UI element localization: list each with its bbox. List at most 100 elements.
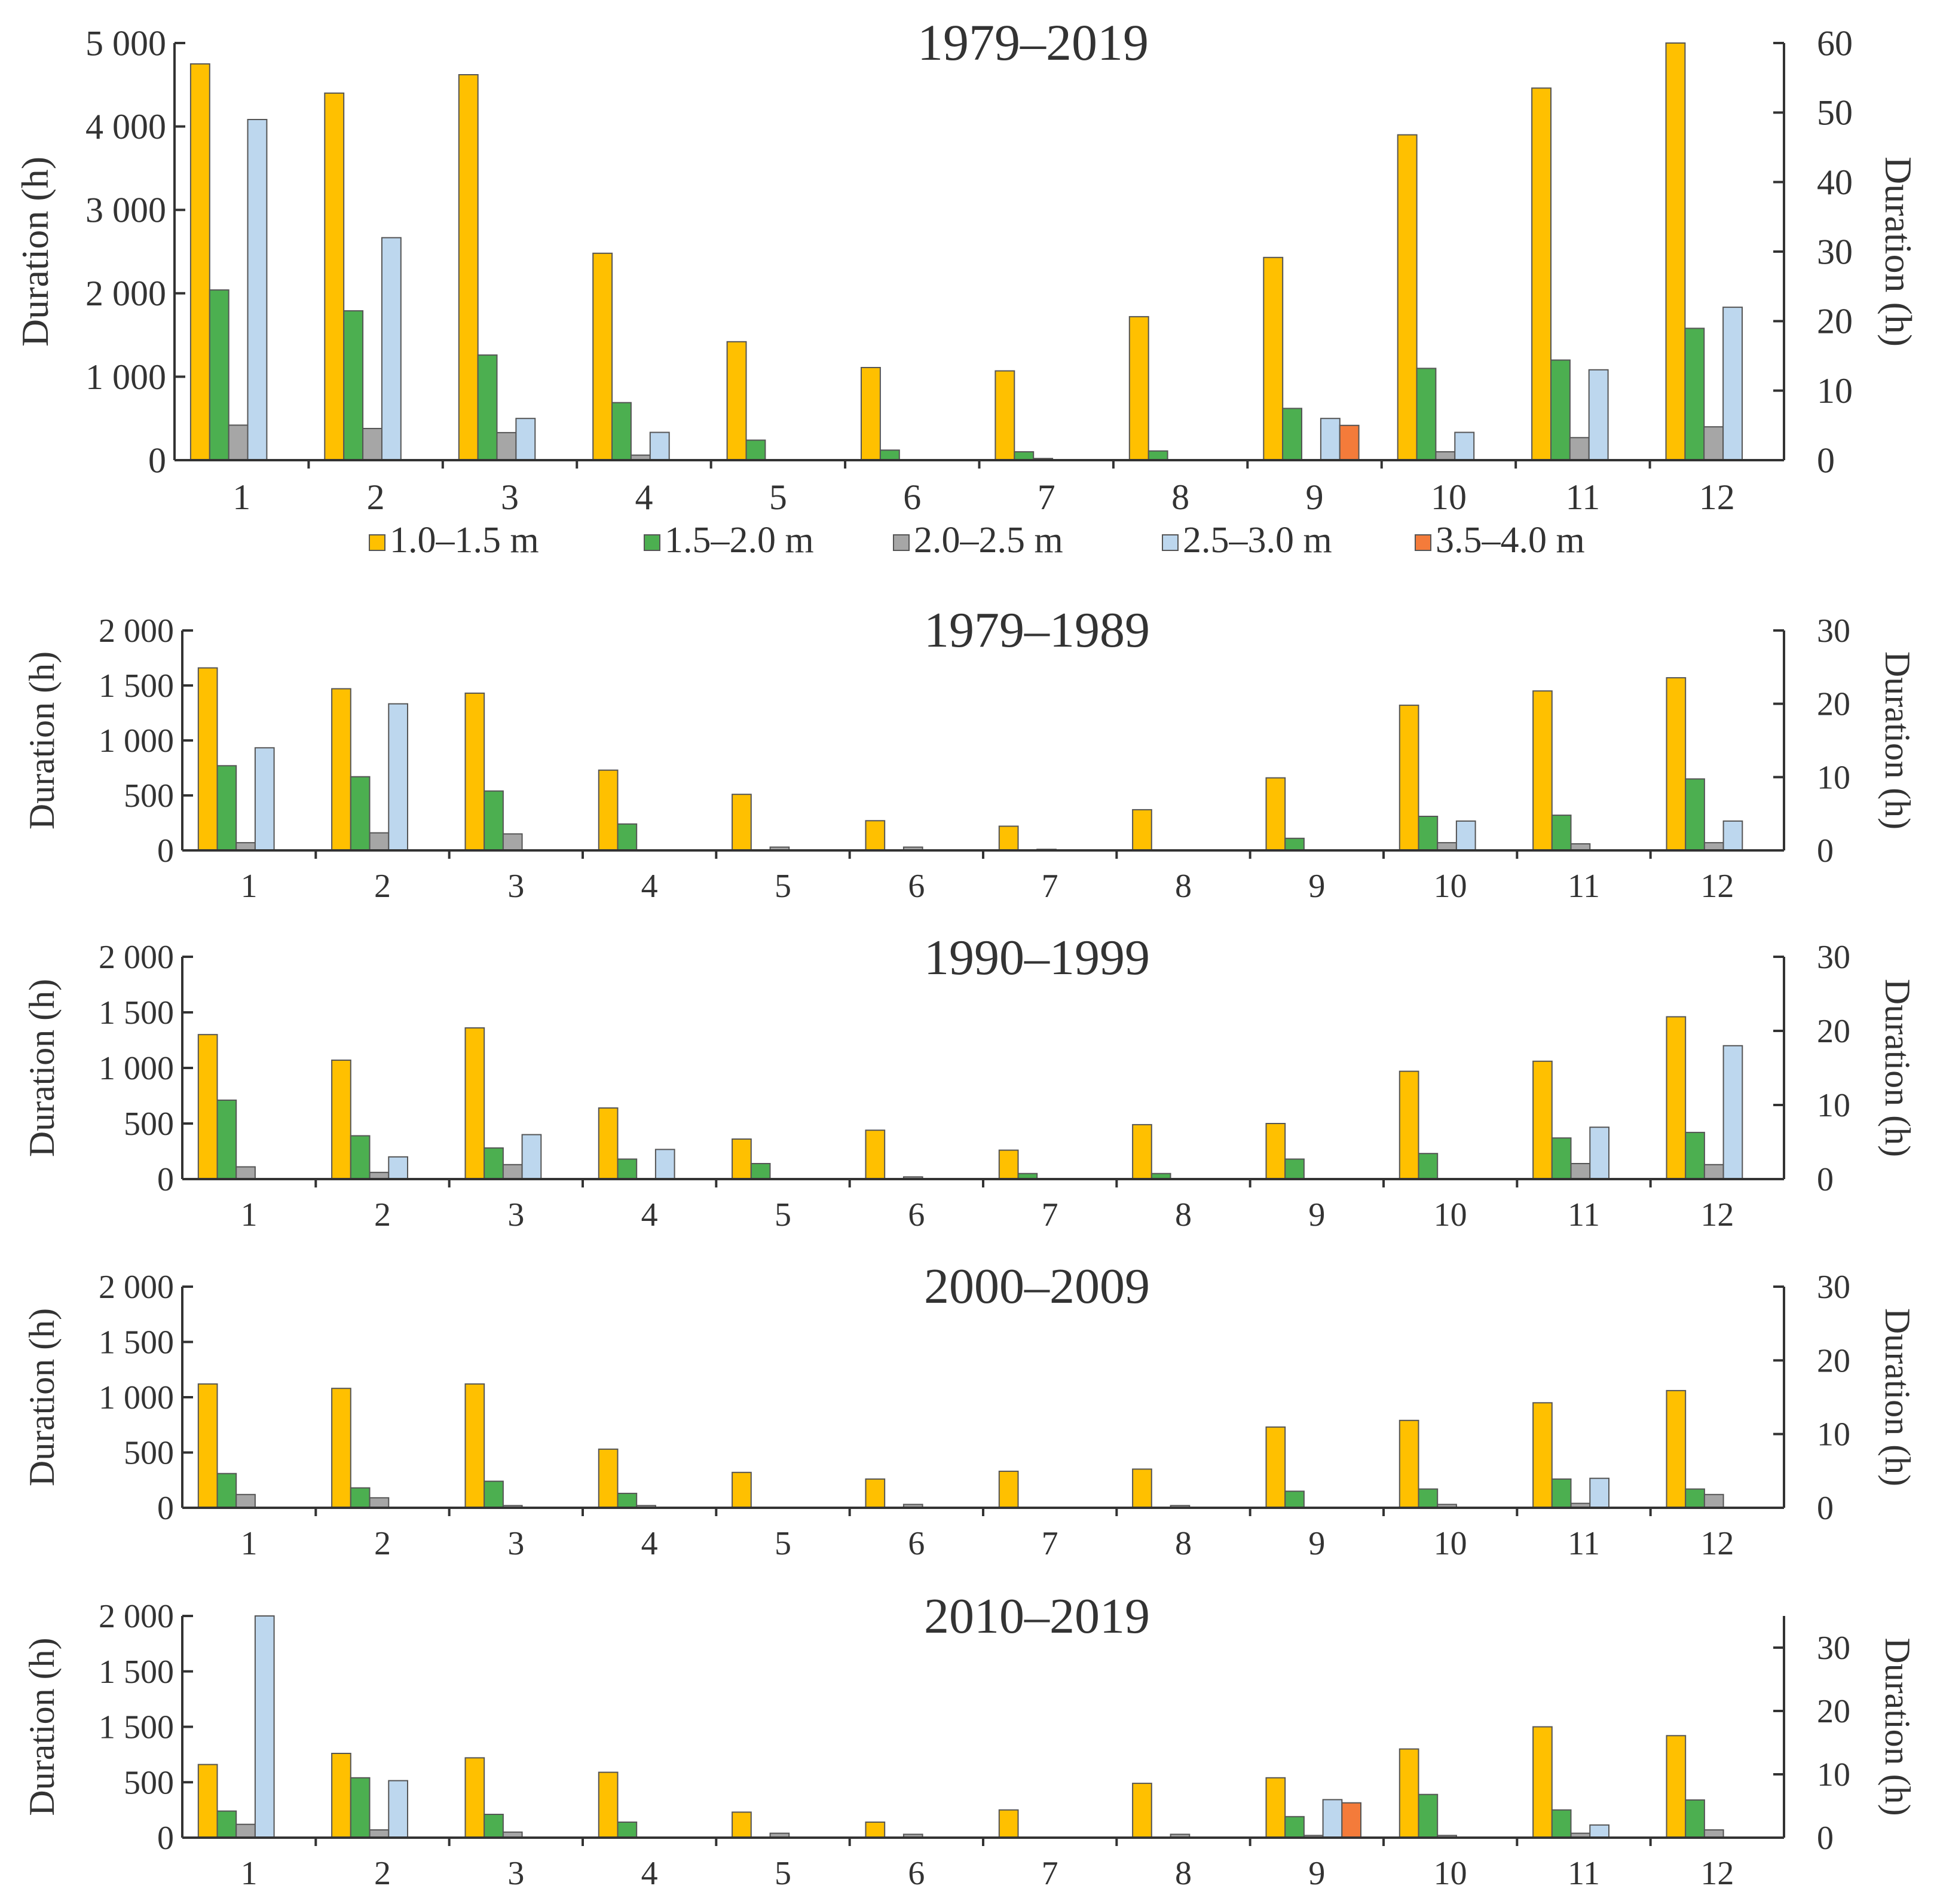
x-tick-label: 4: [641, 1525, 658, 1562]
bar-p2-s1-m2: [331, 688, 351, 851]
bar-p5-s4-m2: [388, 1780, 408, 1839]
bar-p1-s2-m1: [209, 289, 229, 461]
bar-p1-s4-m11: [1588, 369, 1609, 461]
legend: 1.0–1.5 m 1.5–2.0 m 2.0–2.5 m 2.5–3.0 m 3.5–…: [369, 520, 1585, 561]
bar-p2-s4-m1: [254, 747, 275, 852]
bar-p1-s2-m11: [1550, 359, 1571, 461]
bar-p4-s2-m11: [1551, 1478, 1572, 1508]
bar-p3-s2-m12: [1685, 1131, 1705, 1180]
legend-label: 2.0–2.5 m: [914, 520, 1063, 561]
bar-p4-s1-m2: [331, 1388, 351, 1508]
bar-p1-s1-m3: [458, 74, 479, 461]
x-tick-label: 12: [1699, 477, 1735, 517]
bar-p5-s1-m12: [1666, 1735, 1687, 1839]
x-tick-label: 11: [1568, 1525, 1600, 1562]
bar-p1-s5-m9: [1339, 424, 1360, 461]
x-tick-label: 3: [507, 1855, 524, 1892]
bar-p2-s4-m10: [1455, 820, 1476, 852]
bar-p4-s1-m11: [1532, 1402, 1553, 1509]
x-tick-label: 9: [1308, 1525, 1325, 1562]
bar-p1-s1-m11: [1531, 87, 1552, 461]
x-tick-label: 9: [1308, 1196, 1325, 1233]
y-tick-label-right: 0: [1817, 1490, 1834, 1527]
bar-p3-s1-m3: [464, 1027, 485, 1180]
legend-label: 3.5–4.0 m: [1436, 520, 1585, 561]
y-axis-label-left: Duration (h): [22, 1637, 62, 1816]
bar-p4-s2-m3: [484, 1480, 504, 1509]
x-tick-label: 7: [1042, 868, 1058, 905]
y-tick-label-right: 0: [1817, 832, 1834, 870]
y-axis-label-right: Duration (h): [1878, 979, 1917, 1157]
legend-item-5: 3.5–4.0 m: [1415, 520, 1585, 561]
bar-p2-s1-m11: [1532, 690, 1553, 851]
bar-p1-s1-m6: [861, 367, 881, 461]
y-tick-label-left: 0: [157, 1820, 174, 1857]
x-tick-label: 1: [241, 1525, 258, 1562]
chart-title: 1979–2019: [917, 14, 1149, 71]
x-tick-label: 9: [1308, 1855, 1325, 1892]
bar-p2-s2-m4: [617, 823, 638, 852]
y-tick-label-right: 20: [1817, 1013, 1850, 1050]
bar-p5-s1-m4: [598, 1771, 619, 1839]
y-tick-label-left: 2 000: [99, 1598, 174, 1635]
y-tick-label-right: 10: [1817, 759, 1850, 796]
bar-p3-s2-m2: [350, 1135, 371, 1180]
legend-label: 1.5–2.0 m: [665, 520, 814, 561]
bar-p5-s1-m1: [197, 1764, 218, 1839]
x-tick-label: 11: [1568, 1855, 1600, 1892]
y-tick-label-left: 500: [124, 777, 174, 815]
legend-swatch: [644, 534, 660, 551]
bar-p5-s1-m7: [998, 1809, 1019, 1839]
bar-p2-s2-m2: [350, 776, 371, 851]
legend-item-1: 1.0–1.5 m: [369, 520, 539, 561]
bar-p1-s1-m1: [189, 63, 210, 461]
bar-p1-s2-m7: [1014, 451, 1035, 461]
bar-p2-s1-m10: [1399, 705, 1419, 851]
y-tick-label-right: 10: [1817, 1087, 1850, 1124]
bar-p3-s4-m3: [521, 1134, 542, 1180]
x-tick-label: 11: [1565, 477, 1600, 517]
y-tick-label-right: 10: [1817, 371, 1853, 411]
x-tick-label: 8: [1171, 477, 1189, 517]
y-tick-label-left: 500: [124, 1106, 174, 1143]
bar-p2-s2-m9: [1284, 837, 1305, 852]
legend-item-3: 2.0–2.5 m: [893, 520, 1063, 561]
bar-p4-s1-m12: [1666, 1389, 1687, 1508]
x-tick-label: 5: [775, 868, 791, 905]
chart-title: 1990–1999: [924, 930, 1150, 985]
bar-p3-s4-m4: [654, 1149, 675, 1180]
legend-label: 1.0–1.5 m: [390, 520, 539, 561]
y-tick-label-right: 60: [1817, 23, 1853, 63]
y-tick-label-right: 50: [1817, 93, 1853, 133]
bar-p3-s1-m5: [732, 1138, 752, 1180]
bar-p4-s4-m11: [1589, 1477, 1610, 1508]
x-tick-label: 1: [232, 477, 250, 517]
y-tick-label-right: 0: [1817, 1161, 1834, 1198]
bar-p5-s2-m9: [1284, 1816, 1305, 1839]
bar-p1-s4-m2: [381, 237, 402, 461]
y-tick-label-left: 1 500: [99, 1654, 174, 1691]
y-tick-label-right: 20: [1817, 686, 1850, 723]
x-tick-label: 2: [374, 1525, 391, 1562]
x-tick-label: 3: [507, 868, 524, 905]
bar-p1-s2-m3: [477, 354, 498, 461]
bar-p3-s1-m1: [197, 1034, 218, 1180]
bar-p1-s3-m2: [362, 428, 382, 461]
y-tick-label-left: 0: [157, 832, 174, 870]
legend-item-2: 1.5–2.0 m: [644, 520, 814, 561]
bar-p1-s3-m1: [228, 424, 249, 461]
bar-p1-s3-m12: [1703, 426, 1724, 461]
bar-p5-s2-m1: [216, 1810, 237, 1838]
bar-p5-s4-m11: [1589, 1824, 1610, 1839]
bar-p2-s2-m10: [1418, 816, 1439, 851]
chart-title: 1979–1989: [924, 602, 1150, 658]
chart-panel-1: 0 1 000 2 000 3 000 4 000 5 000 0 10 20 30 40 50 60 1…: [14, 14, 1920, 517]
bar-p3-s1-m10: [1399, 1070, 1419, 1180]
y-tick-label-left: 1 000: [99, 1050, 174, 1087]
bar-p3-s1-m6: [865, 1129, 886, 1180]
bar-p5-s5-m9: [1341, 1802, 1362, 1838]
bar-p3-s2-m11: [1551, 1137, 1572, 1180]
x-tick-label: 9: [1306, 477, 1324, 517]
